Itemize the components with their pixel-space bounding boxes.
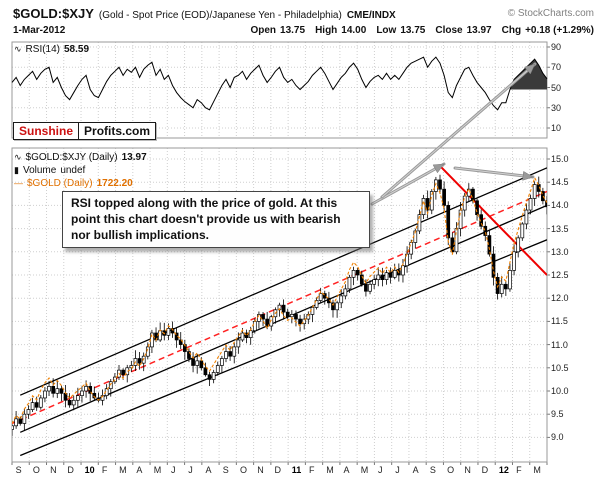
chart-title: $GOLD:$XJY (Gold - Spot Price (EOD)/Japa… (13, 6, 396, 21)
chg-value: +0.18 (+1.29%) (525, 25, 594, 36)
legend-row-volume: ▮ Volume undef (14, 164, 147, 176)
high-value: 14.00 (341, 25, 367, 36)
legend-row-price: ∿ $GOLD:$XJY (Daily) 13.97 (14, 151, 147, 163)
low-value: 13.75 (400, 25, 426, 36)
volume-icon: ▮ (14, 164, 19, 175)
exchange-label: CME/INDX (346, 10, 396, 21)
low-label: Low (376, 25, 397, 36)
gold-series-value: 1722.20 (96, 177, 133, 189)
rsi-legend: ∿ RSI(14) 58.59 (14, 44, 89, 55)
ohlc-quote: Open 13.75 High 14.00 Low 13.75 Close 13… (244, 25, 594, 36)
quote-date: 1-Mar-2012 (13, 25, 66, 36)
volume-value: undef (60, 164, 86, 176)
high-label: High (315, 25, 338, 36)
sunshine-profits-logo: Sunshine Profits.com (13, 122, 157, 140)
open-label: Open (250, 25, 277, 36)
volume-label: Volume (22, 164, 57, 176)
close-label: Close (435, 25, 463, 36)
symbol-description: (Gold - Spot Price (EOD)/Japanese Yen - … (98, 10, 342, 21)
rsi-label: RSI(14) (25, 44, 60, 55)
rsi-value: 58.59 (64, 44, 90, 55)
gold-series-label: $GOLD (Daily) (27, 177, 93, 189)
annotation-text-box: RSI topped along with the price of gold.… (62, 191, 370, 249)
price-series-value: 13.97 (121, 151, 147, 163)
price-legend: ∿ $GOLD:$XJY (Daily) 13.97 ▮ Volume unde… (14, 151, 147, 189)
price-series-label: $GOLD:$XJY (Daily) (25, 151, 118, 163)
gold-series-icon: — (14, 177, 23, 188)
close-value: 13.97 (466, 25, 492, 36)
chg-label: Chg (501, 25, 522, 36)
open-value: 13.75 (280, 25, 306, 36)
symbol-label: $GOLD:$XJY (13, 6, 94, 21)
copyright-label: © StockCharts.com (507, 8, 594, 19)
logo-part2: Profits.com (84, 124, 151, 138)
legend-row-gold: — $GOLD (Daily) 1722.20 (14, 177, 147, 189)
price-series-icon: ∿ (14, 151, 22, 162)
logo-part1: Sunshine (14, 123, 80, 139)
indicator-icon: ∿ (14, 44, 22, 54)
